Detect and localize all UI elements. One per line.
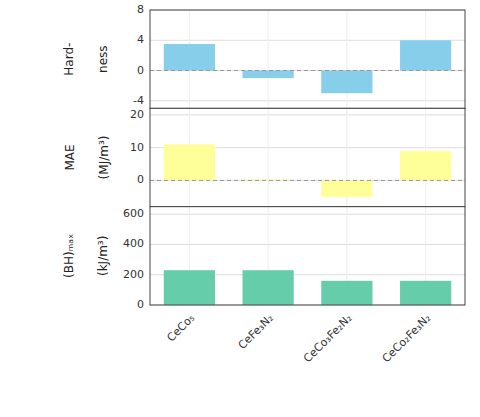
grid-line-vertical (346, 10, 347, 108)
y-tick-label: 200 (123, 268, 144, 281)
bar (164, 270, 215, 305)
panel: 0 10 20 MAE (MJ/m³) (63, 108, 466, 207)
grid-line (150, 114, 465, 115)
bar (400, 151, 451, 181)
y-axis-label: (MJ/m³) (97, 136, 111, 180)
zero-line (150, 70, 465, 71)
bar (400, 281, 451, 305)
panel: 0 200 400 600 CeCo₅ CeFe₃N₂ CeCo₃Fe₂N₂ CeCo₂Fe₃… (63, 207, 466, 366)
bar (400, 40, 451, 70)
y-axis-label: MAE (63, 144, 77, 170)
bar (321, 71, 372, 94)
y-axis-label: (BH)ₘₐₓ (63, 234, 77, 278)
x-tick-label: CeFe₃N₂ (236, 312, 276, 352)
bars (150, 144, 465, 196)
bar (321, 180, 372, 196)
zero-line (150, 180, 465, 181)
chart-container: -4 0 4 8 Hard-ness 0 10 20 MAE (MJ/m³) 0 200 400 600 C… (0, 0, 480, 417)
bar (164, 144, 215, 180)
y-tick-label: 8 (137, 3, 144, 16)
plot-frame (150, 108, 465, 206)
chart-svg: -4 0 4 8 Hard-ness 0 10 20 MAE (MJ/m³) 0 200 400 600 C… (0, 0, 480, 417)
y-tick-label: 20 (130, 108, 144, 121)
bar (243, 270, 294, 305)
bar (321, 281, 372, 305)
x-tick-label: CeCo₂Fe₃N₂ (380, 312, 434, 366)
y-tick-label: 600 (123, 207, 144, 220)
x-tick-label: CeCo₅ (164, 312, 197, 345)
y-tick-label: 0 (137, 298, 144, 311)
grid-line (150, 244, 465, 245)
panel: -4 0 4 8 Hard-ness (63, 3, 466, 108)
plot-frame (150, 10, 465, 108)
bar (243, 71, 294, 79)
plot-frame (150, 207, 465, 305)
y-tick-label: 0 (137, 173, 144, 186)
y-tick-label: 10 (130, 141, 144, 154)
y-axis-label: (kJ/m³) (97, 236, 111, 276)
grid-line-vertical (268, 108, 269, 206)
bar (164, 44, 215, 70)
y-tick-label: 0 (137, 64, 144, 77)
y-tick-label: 4 (137, 33, 144, 46)
y-axis-label: ness (97, 45, 111, 73)
grid-line-vertical (268, 10, 269, 108)
y-tick-label: -4 (133, 94, 144, 107)
plot-background (150, 108, 465, 206)
bars (164, 270, 451, 305)
plot-background (150, 207, 465, 305)
plot-background (150, 10, 465, 108)
x-tick-label: CeCo₃Fe₂N₂ (301, 312, 355, 366)
bars (150, 40, 465, 93)
y-axis-label: Hard- (63, 43, 77, 76)
grid-line (150, 214, 465, 215)
grid-line (150, 100, 465, 101)
y-tick-label: 400 (123, 237, 144, 250)
